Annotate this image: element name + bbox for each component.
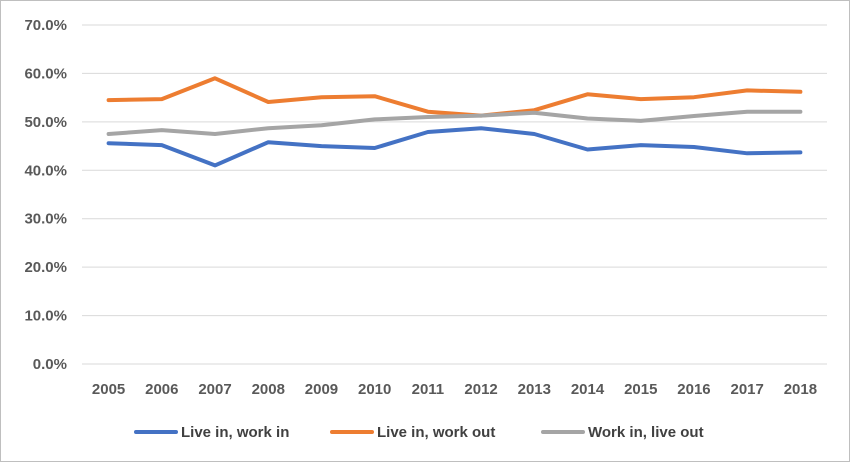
y-tick-label: 20.0% <box>24 259 67 276</box>
x-tick-label: 2006 <box>145 381 178 398</box>
x-tick-label: 2016 <box>677 381 710 398</box>
x-tick-label: 2015 <box>624 381 657 398</box>
series-line-1 <box>106 126 803 168</box>
y-tick-label: 30.0% <box>24 211 67 228</box>
x-tick-label: 2018 <box>784 381 817 398</box>
y-tick-label: 70.0% <box>24 17 67 34</box>
y-tick-label: 60.0% <box>24 65 67 82</box>
x-tick-label: 2017 <box>730 381 763 398</box>
y-tick-label: 50.0% <box>24 114 67 131</box>
x-tick-label: 2007 <box>198 381 231 398</box>
series-line-2 <box>106 76 803 118</box>
x-tick-label: 2010 <box>358 381 391 398</box>
legend-label: Live in, work out <box>377 424 495 441</box>
x-tick-label: 2012 <box>464 381 497 398</box>
x-tick-label: 2013 <box>518 381 551 398</box>
y-axis-ticks: 0.0% 10.0% 20.0% 30.0% 40.0% 50.0% 60.0% 70.0% <box>24 17 67 373</box>
legend: Live in, work in Live in, work out Work in… <box>134 424 704 441</box>
series-lines <box>106 76 803 168</box>
gridlines <box>82 24 827 365</box>
y-tick-label: 0.0% <box>33 356 67 373</box>
x-tick-label: 2011 <box>412 381 445 398</box>
x-axis-ticks: 2005 2006 2007 2008 2009 2010 2011 2012 2013 2014… <box>92 381 817 398</box>
x-tick-label: 2008 <box>252 381 285 398</box>
series-line-3 <box>106 109 803 136</box>
x-tick-label: 2014 <box>571 381 605 398</box>
legend-label: Work in, live out <box>588 424 704 441</box>
x-tick-label: 2005 <box>92 381 125 398</box>
y-tick-label: 40.0% <box>24 162 67 179</box>
y-tick-label: 10.0% <box>24 308 67 325</box>
x-tick-label: 2009 <box>305 381 338 398</box>
legend-label: Live in, work in <box>181 424 289 441</box>
